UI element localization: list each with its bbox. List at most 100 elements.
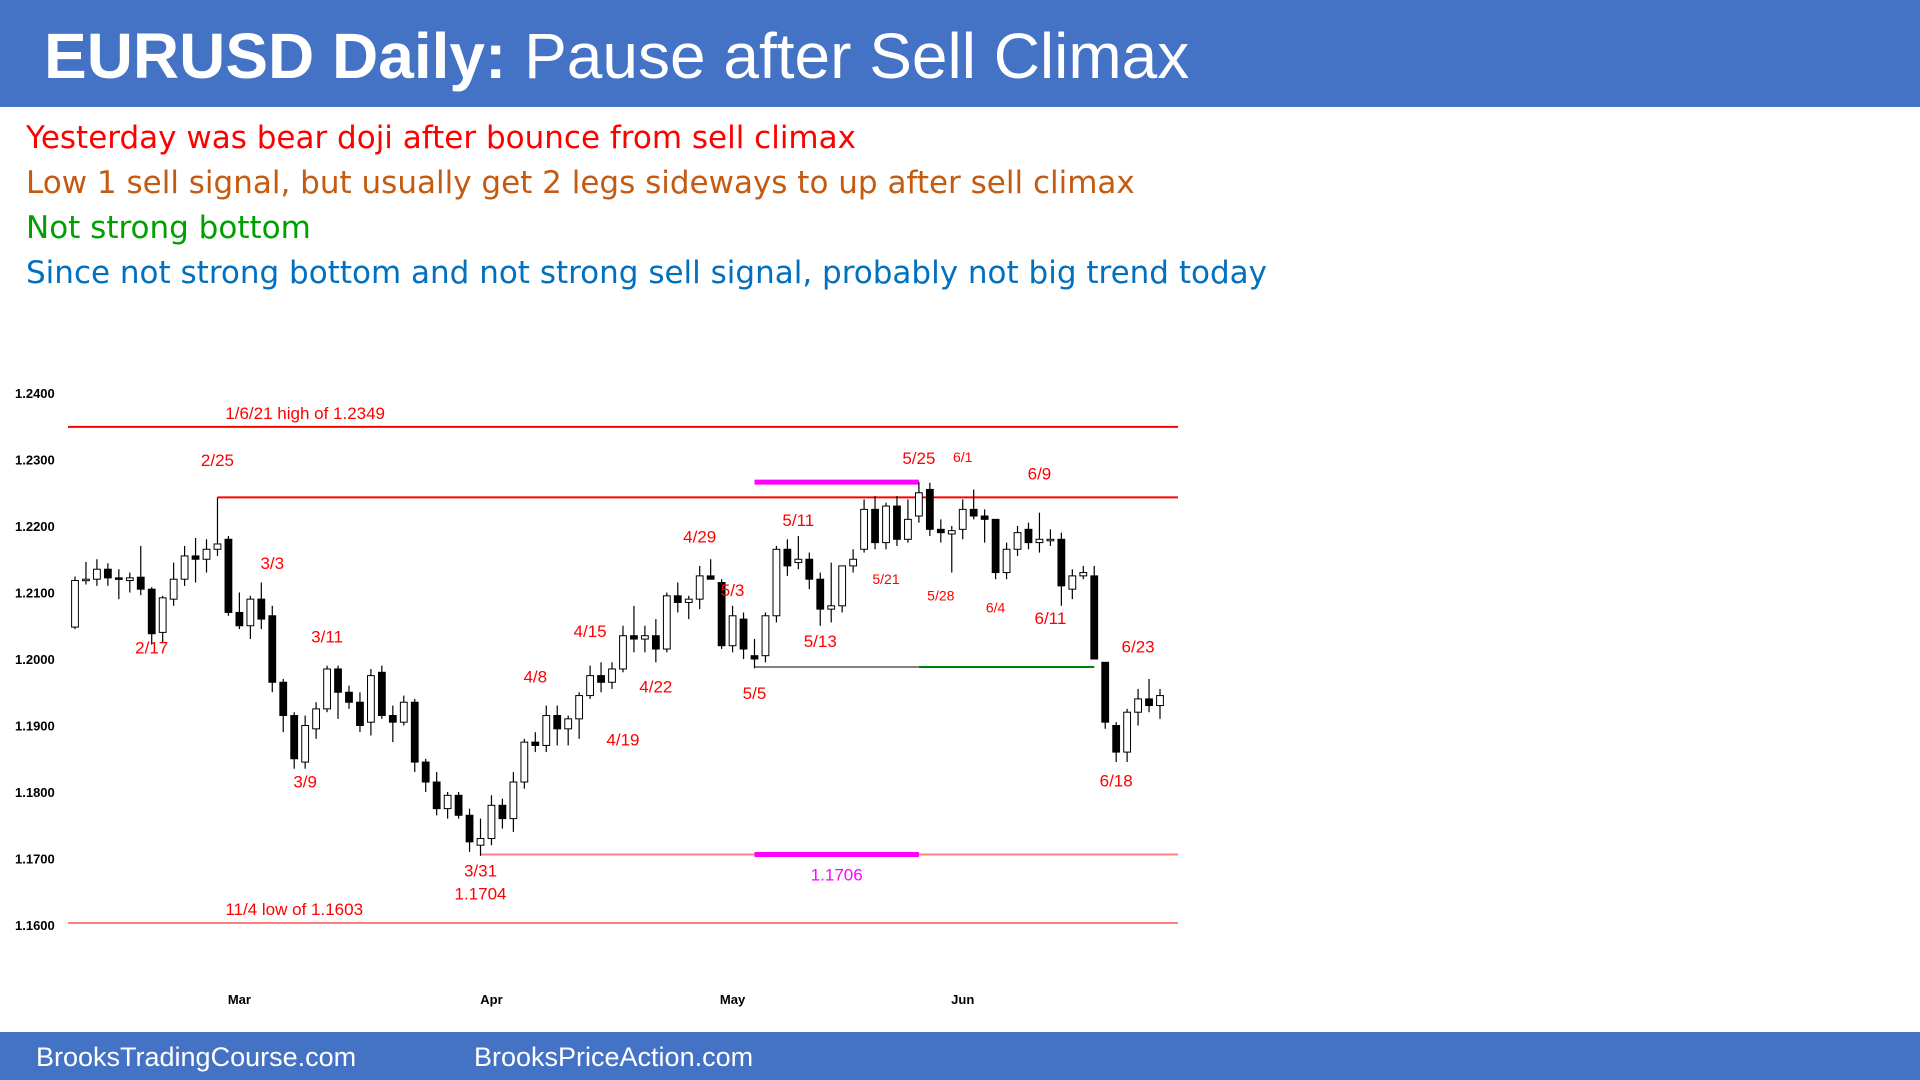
bear-candle <box>377 671 386 717</box>
bear-candle <box>454 794 463 816</box>
bear-candle <box>783 548 792 567</box>
magenta-marker-label: 1.1706 <box>811 866 863 885</box>
bear-candle <box>706 575 715 580</box>
bull-candle <box>93 568 101 580</box>
title-subtitle: Pause after Sell Climax <box>506 20 1190 92</box>
bull-candle <box>1123 711 1132 753</box>
y-tick-label: 1.1800 <box>15 785 55 800</box>
bear-candle <box>103 568 112 579</box>
bull-candle <box>849 558 858 567</box>
bull-candle <box>827 605 836 610</box>
candlestick-chart: 1.2400 1.2300 1.2200 1.2100 1.2000 1.1900 1.18… <box>15 386 1178 1007</box>
bull-candle <box>246 598 255 627</box>
bull-candle <box>794 558 803 564</box>
date-annotation: 6/9 <box>1028 464 1052 483</box>
y-tick-label: 1.2300 <box>15 453 55 468</box>
bear-candle <box>432 781 441 810</box>
date-annotation: 6/1 <box>953 449 973 465</box>
bear-candle <box>136 576 145 590</box>
date-annotation: 1.1704 <box>455 885 507 904</box>
date-annotation: 4/15 <box>574 622 607 641</box>
bear-candle <box>1145 698 1153 707</box>
title-bar <box>0 0 1920 107</box>
date-annotation: 5/13 <box>804 632 837 651</box>
bear-candle <box>345 691 353 703</box>
bear-candle <box>388 715 397 723</box>
date-annotation: 2/25 <box>201 451 234 470</box>
bull-candle <box>695 575 704 600</box>
date-annotation: 4/8 <box>523 667 547 686</box>
y-tick-label: 1.1900 <box>15 719 55 734</box>
date-annotation: 5/28 <box>927 587 954 603</box>
bull-candle <box>1079 572 1088 577</box>
date-annotation: 2/17 <box>135 639 168 658</box>
bull-candle <box>882 505 890 544</box>
bull-candle <box>202 548 211 560</box>
bear-candle <box>750 655 759 660</box>
bear-candle <box>279 681 288 717</box>
bear-candle <box>816 578 825 610</box>
y-tick-label: 1.2100 <box>15 586 55 601</box>
bull-candle <box>860 508 868 550</box>
bull-candle <box>772 548 781 617</box>
line-label: 1/6/21 high of 1.2349 <box>225 404 385 423</box>
bear-candle <box>235 611 244 627</box>
bull-candle <box>542 715 551 746</box>
bear-candle <box>936 528 945 534</box>
bear-candle <box>1112 725 1121 753</box>
bull-candle <box>509 781 518 820</box>
y-tick-label: 1.2200 <box>15 519 55 534</box>
bull-candle <box>1134 698 1142 713</box>
bull-candle <box>169 578 178 600</box>
note-line: Low 1 sell signal, but usually get 2 leg… <box>26 165 1135 201</box>
commentary: Yesterday was bear doji after bounce fro… <box>26 116 1267 296</box>
bear-candle <box>673 595 682 603</box>
bear-candle <box>805 558 814 580</box>
bear-candle <box>257 598 266 620</box>
bull-candle <box>301 725 310 763</box>
bull-candle <box>158 597 167 633</box>
bear-candle <box>871 508 879 544</box>
bear-candle <box>224 538 233 613</box>
date-annotation: 3/31 <box>464 861 497 880</box>
x-tick-label: May <box>720 992 746 1007</box>
bull-candle <box>684 598 693 603</box>
footer-link-price-action[interactable]: BrooksPriceAction.com <box>474 1042 754 1072</box>
y-tick-label: 1.1600 <box>15 918 55 933</box>
bull-candle <box>958 508 967 530</box>
footer-link-trading-course[interactable]: BrooksTradingCourse.com <box>36 1042 357 1072</box>
page-title: EURUSD Daily: Pause after Sell Climax <box>44 18 1189 94</box>
bear-candle <box>553 715 562 730</box>
bull-candle <box>213 543 222 550</box>
bull-candle <box>728 615 737 647</box>
bear-candle <box>925 488 934 530</box>
date-annotation: 3/9 <box>293 772 317 791</box>
bull-candle <box>1002 548 1011 574</box>
bear-candle <box>421 761 430 783</box>
bull-candle <box>761 615 770 657</box>
bull-candle <box>476 838 485 846</box>
date-annotation: 5/5 <box>743 684 767 703</box>
footer-bar <box>0 1032 1920 1080</box>
bull-candle <box>904 518 912 540</box>
bull-candle <box>641 635 649 640</box>
bull-candle <box>1013 532 1022 550</box>
bull-candle <box>443 794 452 810</box>
bull-candle <box>487 804 496 840</box>
bear-candle <box>597 675 605 683</box>
bear-candle <box>717 582 726 647</box>
bear-candle <box>465 814 474 843</box>
bull-candle <box>575 695 584 720</box>
bull-candle <box>564 718 573 730</box>
bear-candle <box>334 668 342 693</box>
bear-candle <box>531 741 540 746</box>
line-label: 11/4 low of 1.1603 <box>225 900 363 919</box>
title-symbol: EURUSD Daily: <box>44 20 507 92</box>
bull-candle <box>662 595 671 650</box>
y-tick-label: 1.1700 <box>15 852 55 867</box>
bear-candle <box>739 618 748 650</box>
bull-candle <box>914 492 923 517</box>
date-annotation: 3/3 <box>260 554 284 573</box>
bear-candle <box>147 588 156 635</box>
date-annotation: 5/25 <box>902 449 935 468</box>
